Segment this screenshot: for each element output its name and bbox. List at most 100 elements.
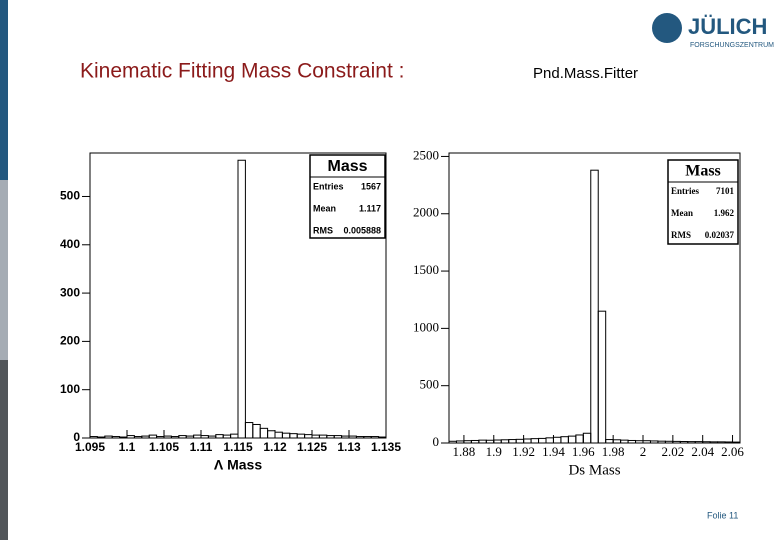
logo-sub: FORSCHUNGSZENTRUM: [690, 42, 774, 49]
x-tick-label: 1.9: [486, 444, 502, 459]
histogram-bin: [724, 441, 734, 444]
histogram-bin: [515, 438, 525, 444]
logo: JÜLICH: [688, 14, 767, 39]
histogram-bin: [111, 436, 121, 439]
histogram-bin: [163, 435, 172, 439]
stats-value: 1.962: [714, 208, 735, 218]
histogram-bin: [597, 310, 607, 444]
y-tick-label: 2500: [413, 147, 439, 162]
histogram-bin: [664, 440, 674, 444]
y-tick-label: 1500: [413, 262, 439, 277]
y-tick-label: 500: [420, 377, 440, 392]
histogram-bin: [649, 440, 659, 444]
histogram-bin: [126, 435, 135, 439]
stats-box: [667, 159, 739, 245]
histogram-bin: [333, 435, 343, 439]
histogram-bin: [478, 439, 487, 444]
x-tick-label: 1.12: [263, 440, 287, 454]
histogram-bin: [642, 440, 651, 444]
side-strip: [0, 0, 8, 180]
histogram-bin: [679, 441, 689, 444]
stats-label: Entries: [313, 181, 344, 191]
stats-value: 1.117: [359, 203, 381, 213]
histogram-bin: [657, 440, 666, 444]
histogram-bin: [193, 434, 202, 439]
stats-value: 0.02037: [705, 230, 735, 240]
histogram-bin: [215, 434, 224, 439]
x-tick-label: 1.94: [542, 444, 565, 459]
x-tick-label: 1.125: [297, 440, 327, 454]
histogram-bin: [170, 436, 180, 439]
slide-title: Kinematic Fitting Mass Constraint :: [80, 60, 404, 83]
histogram-bin: [455, 440, 465, 444]
histogram-bin: [545, 437, 554, 444]
histogram-bin: [89, 436, 98, 439]
histogram-bin: [627, 439, 637, 444]
histogram-bin: [267, 430, 276, 439]
histogram-bin: [552, 436, 562, 444]
histogram-bin: [341, 435, 350, 439]
y-tick-label: 100: [60, 382, 80, 396]
y-tick-label: 1000: [413, 319, 439, 334]
histogram-bin: [289, 433, 298, 439]
histogram-bin: [274, 431, 283, 439]
y-tick-label: 200: [60, 334, 80, 348]
histogram-bin: [485, 439, 495, 444]
y-tick-label: 2000: [413, 205, 439, 220]
histogram-bin: [709, 441, 719, 444]
histogram-bin: [717, 441, 726, 444]
histogram-bin: [244, 422, 254, 439]
histogram-bin: [582, 432, 592, 444]
histogram-bin: [448, 440, 457, 444]
histogram-bin: [207, 435, 217, 439]
x-tick-label: 1.88: [453, 444, 476, 459]
histogram-bin: [259, 427, 269, 439]
histogram-bin: [567, 435, 577, 444]
histogram-bin: [590, 169, 599, 444]
logo-mark: [652, 13, 682, 43]
histogram-bin: [694, 441, 704, 444]
histogram-bin: [237, 159, 246, 439]
x-tick-label: 1.11: [190, 440, 213, 454]
x-tick-label: 2: [640, 444, 647, 459]
x-tick-label: 1.135: [371, 440, 401, 454]
y-tick-label: 0: [73, 430, 80, 444]
histogram-bin: [185, 435, 195, 439]
histogram-bin: [200, 435, 209, 439]
histogram-bin: [104, 435, 113, 439]
histogram-bin: [538, 437, 547, 444]
histogram-bin: [378, 436, 387, 439]
histogram-bin: [687, 441, 696, 444]
x-tick-label: 2.04: [691, 444, 714, 459]
histogram-bin: [318, 434, 328, 439]
histogram-bin: [493, 439, 502, 444]
x-tick-label: 1.98: [602, 444, 625, 459]
histogram-bin: [560, 436, 569, 444]
y-tick-label: 400: [60, 237, 80, 251]
stats-label: RMS: [671, 230, 691, 240]
stats-label: Entries: [671, 186, 699, 196]
y-tick-label: 500: [60, 189, 80, 203]
histogram-bin: [575, 434, 584, 444]
footer: Folie 11: [707, 510, 738, 520]
histogram-bin: [119, 436, 128, 439]
histogram-bin: [355, 436, 365, 439]
histogram-bin: [326, 435, 335, 439]
stats-label: Mean: [671, 208, 693, 218]
histogram-bin: [148, 434, 158, 439]
x-tick-label: 2.06: [721, 444, 744, 459]
histogram-bin: [702, 441, 711, 444]
x-tick-label: 1.1: [119, 440, 136, 454]
histogram-bin: [672, 440, 681, 444]
histogram-bin: [370, 436, 380, 439]
histogram-bin: [635, 440, 644, 444]
histogram-bin: [508, 439, 517, 444]
x-tick-label: 1.095: [75, 440, 105, 454]
histogram-bin: [523, 438, 532, 444]
histogram-bin: [156, 436, 165, 439]
side-strip: [0, 180, 8, 360]
x-axis-label: Λ Mass: [214, 457, 262, 473]
stats-label: RMS: [313, 225, 333, 235]
histogram-bin: [296, 433, 306, 439]
